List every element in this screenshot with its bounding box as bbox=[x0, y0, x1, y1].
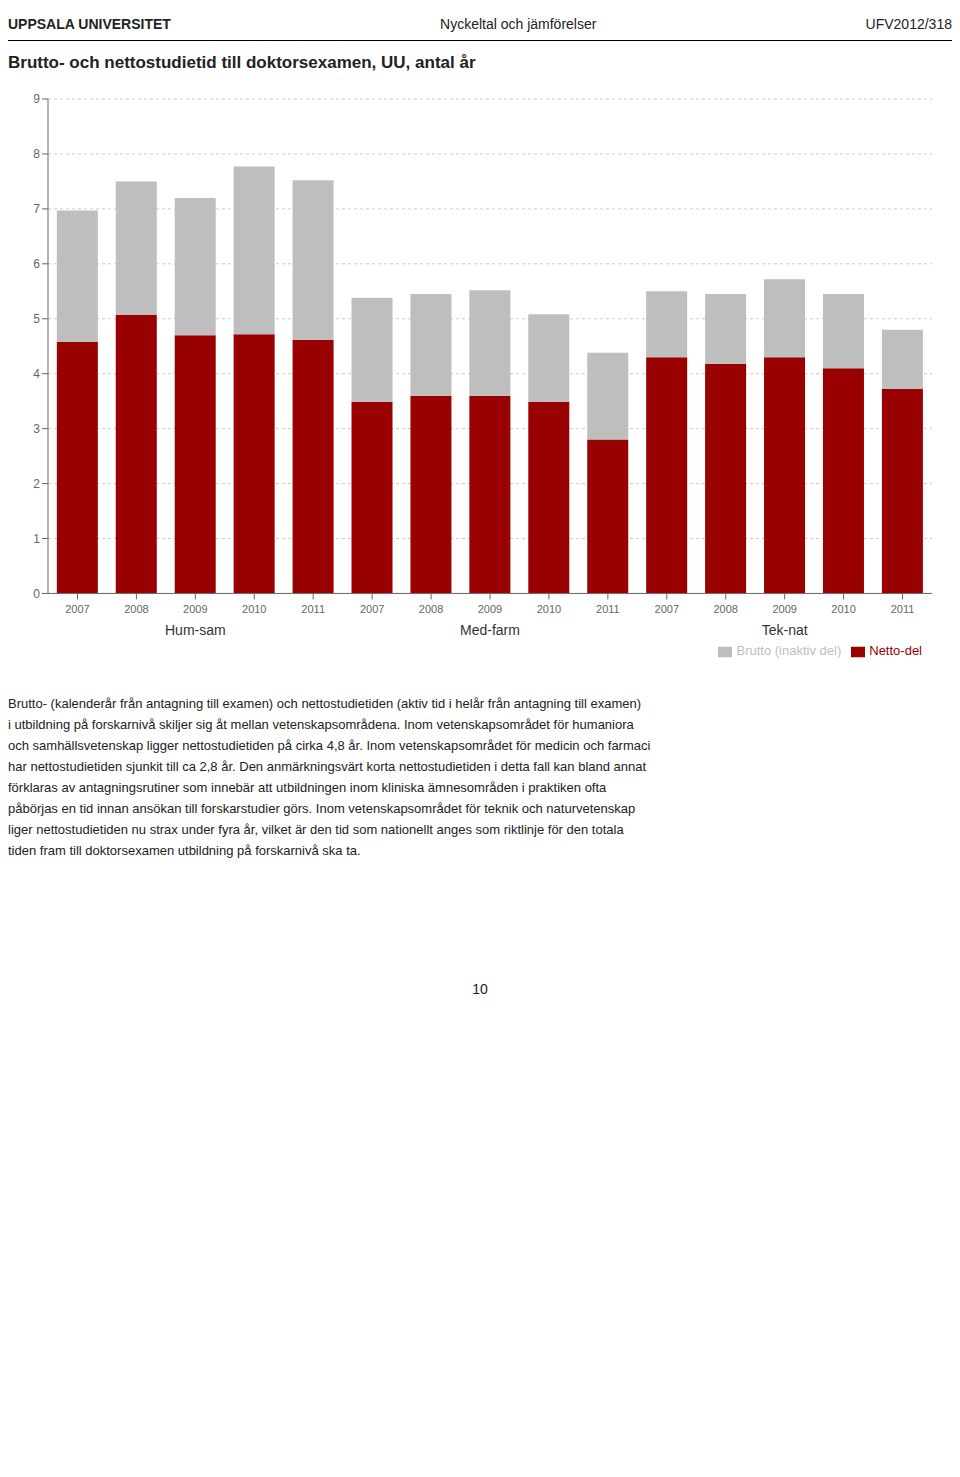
svg-text:2010: 2010 bbox=[242, 603, 266, 615]
html-text:i utbildning på forskarnivå sk: i utbildning på forskarnivå skiljer sig … bbox=[8, 717, 634, 732]
html-text:Brutto- (kalenderår från antag: Brutto- (kalenderår från antagning till … bbox=[8, 696, 641, 711]
html-text:påbörjas en tid innan ansökan: påbörjas en tid innan ansökan till forsk… bbox=[8, 801, 636, 816]
svg-text:2010: 2010 bbox=[537, 603, 561, 615]
svg-text:2009: 2009 bbox=[772, 603, 796, 615]
svg-text:2008: 2008 bbox=[419, 603, 443, 615]
svg-text:2009: 2009 bbox=[183, 603, 207, 615]
svg-text:1: 1 bbox=[33, 532, 40, 546]
svg-text:5: 5 bbox=[33, 312, 40, 326]
svg-text:2009: 2009 bbox=[478, 603, 502, 615]
svg-text:2007: 2007 bbox=[65, 603, 89, 615]
svg-text:Med-farm: Med-farm bbox=[460, 622, 520, 638]
svg-text:2011: 2011 bbox=[301, 603, 325, 615]
svg-text:2007: 2007 bbox=[360, 603, 384, 615]
html-text:Netto-del: Netto-del bbox=[869, 643, 922, 659]
html-text:tiden fram till doktorsexamen: tiden fram till doktorsexamen utbildning… bbox=[8, 843, 361, 858]
html-text:och samhällsvetenskap ligger n: och samhällsvetenskap ligger nettostudie… bbox=[8, 738, 651, 753]
svg-text:2007: 2007 bbox=[655, 603, 679, 615]
svg-text:2010: 2010 bbox=[831, 603, 855, 615]
svg-text:2011: 2011 bbox=[596, 603, 620, 615]
svg-text:3: 3 bbox=[33, 422, 40, 436]
html-text:liger nettostudietiden nu stra: liger nettostudietiden nu strax under fy… bbox=[8, 822, 624, 837]
html-text:Nyckeltal och jämförelser: Nyckeltal och jämförelser bbox=[440, 16, 597, 32]
svg-text:8: 8 bbox=[33, 147, 40, 161]
html-text:UPPSALA UNIVERSITET: UPPSALA UNIVERSITET bbox=[8, 16, 171, 32]
svg-text:6: 6 bbox=[33, 257, 40, 271]
svg-text:Hum-sam: Hum-sam bbox=[165, 622, 226, 638]
svg-text:2008: 2008 bbox=[124, 603, 148, 615]
html-text:UFV2012/318: UFV2012/318 bbox=[865, 16, 952, 32]
html-text:Brutto (inaktiv del): Brutto (inaktiv del) bbox=[736, 643, 842, 659]
html-text:förklaras av antagningsrutiner: förklaras av antagningsrutiner som inneb… bbox=[8, 780, 607, 795]
svg-text:0: 0 bbox=[33, 587, 40, 601]
svg-text:2011: 2011 bbox=[891, 603, 915, 615]
svg-text:2008: 2008 bbox=[713, 603, 737, 615]
html-text:har nettostudietiden sjunkit t: har nettostudietiden sjunkit till ca 2,8… bbox=[8, 759, 647, 774]
svg-text:9: 9 bbox=[33, 92, 40, 106]
svg-text:7: 7 bbox=[33, 202, 40, 216]
html-text:Brutto- och nettostudietid til: Brutto- och nettostudietid till doktorse… bbox=[8, 53, 476, 72]
svg-text:4: 4 bbox=[33, 367, 40, 381]
html-text:10: 10 bbox=[472, 981, 488, 997]
svg-text:2: 2 bbox=[33, 477, 40, 491]
svg-text:Tek-nat: Tek-nat bbox=[762, 622, 808, 638]
